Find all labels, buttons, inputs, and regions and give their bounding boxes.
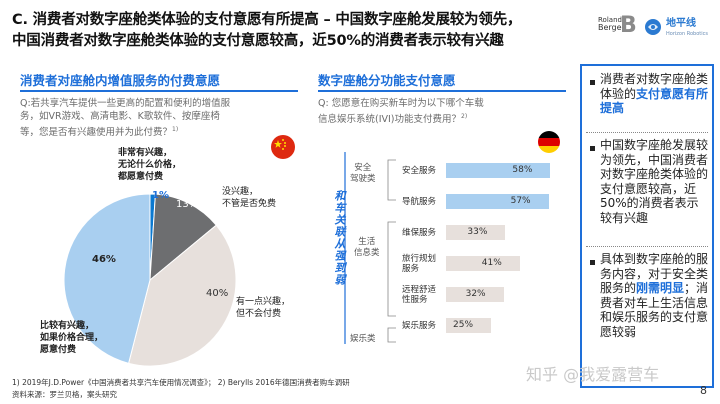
bar-label: 旅行规划 服务 bbox=[402, 253, 437, 274]
left-question-footnote-ref: 1) bbox=[172, 126, 179, 133]
bar-value: 32% bbox=[465, 289, 486, 299]
bar-label: 维保服务 bbox=[402, 227, 437, 238]
pie-slice-1 bbox=[149, 193, 217, 282]
pie-label-not-interested: 没兴趣， 不管是否免费 bbox=[222, 187, 277, 209]
footnote-sources: 1) 2019年J.D.Power《中国消费者共享汽车使用情况调查》； 2) B… bbox=[12, 378, 350, 387]
middle-question: Q: 您愿意在购买新车时为以下哪个车载 信息娱乐系统(IVI)功能支付费用？2) bbox=[318, 97, 558, 126]
left-question-line: 等，您是否有兴趣使用并为此付费？1) bbox=[20, 126, 179, 139]
takeaway-divider bbox=[586, 246, 708, 247]
bar-label: 安全服务 bbox=[402, 165, 437, 176]
pie-slice-3 bbox=[63, 193, 151, 364]
roland-berger-logo-mark: B bbox=[620, 13, 637, 38]
pie-pct-1: 1% bbox=[152, 190, 169, 201]
horizon-logo-sub: Horizon Robotics bbox=[666, 31, 708, 37]
vertical-caption-rule bbox=[344, 152, 346, 344]
pie-slice-2 bbox=[128, 224, 237, 367]
bar bbox=[446, 318, 491, 333]
page-number: 8 bbox=[700, 384, 707, 397]
pie-chart bbox=[63, 193, 237, 367]
pie-label-little-interested: 有一点兴趣， 但不会付费 bbox=[236, 297, 291, 319]
bar bbox=[446, 163, 551, 178]
footnote-data-source: 资料来源：罗兰贝格，案头研究 bbox=[12, 390, 117, 399]
roland-berger-logo: Roland Berger B bbox=[598, 13, 637, 42]
roland-berger-logo-line-2: Berger bbox=[598, 23, 625, 32]
vertical-caption: 和车关联从强到弱 bbox=[333, 190, 346, 286]
takeaway-1: 消费者对数字座舱类体验的支付意愿有所提高 bbox=[600, 72, 709, 116]
category-label-entertainment: 娱乐类 bbox=[350, 334, 376, 344]
left-question-line: Q:若共享汽车提供一些更高的配置和便利的增值服 bbox=[20, 98, 231, 109]
bar-label: 远程舒适 性服务 bbox=[402, 284, 437, 305]
bar-value: 33% bbox=[467, 227, 488, 237]
left-section-rule bbox=[20, 90, 298, 92]
pie-pct-13: 13% bbox=[176, 199, 199, 210]
germany-flag-icon bbox=[538, 131, 560, 153]
bar-value: 57% bbox=[510, 196, 531, 206]
slide-title-line-1: C. 消费者对数字座舱类体验的支付意愿有所提高 – 中国数字座舱发展较为领先， bbox=[12, 12, 522, 28]
middle-question-footnote-ref: 2) bbox=[461, 113, 468, 120]
slide-title-line-2: 中国消费者对数字座舱类体验的支付意愿较高，近50%的消费者表示较有兴趣 bbox=[12, 33, 504, 49]
category-brackets bbox=[387, 159, 396, 343]
bullet-dot bbox=[590, 146, 595, 151]
bar bbox=[446, 225, 506, 240]
horizon-robotics-logo: 地平线 Horizon Robotics bbox=[644, 14, 714, 42]
bar bbox=[446, 256, 520, 271]
left-section-title: 消费者对座舱内增值服务的付费意愿 bbox=[20, 73, 221, 88]
pie-label-very-interested: 非常有兴趣， 无论什么价格， 都愿意付费 bbox=[118, 148, 182, 182]
roland-berger-logo-line-1: Roland bbox=[598, 16, 622, 24]
takeaway-3-highlight: 刚需明显 bbox=[636, 281, 685, 295]
middle-question-line: 信息娱乐系统(IVI)功能支付费用？2) bbox=[318, 113, 468, 126]
bar bbox=[446, 194, 549, 209]
category-label-safety: 安全 驾驶类 bbox=[350, 163, 376, 184]
horizon-logo-name: 地平线 bbox=[666, 18, 696, 29]
pie-pct-46: 46% bbox=[92, 254, 116, 265]
bar-value: 41% bbox=[481, 258, 502, 268]
horizon-brain-icon bbox=[645, 19, 661, 35]
takeaways-box: 消费者对数字座舱类体验的支付意愿有所提高 中国数字座舱发展较为领先，中国消费者对… bbox=[580, 64, 714, 388]
bar-label: 导航服务 bbox=[402, 196, 437, 207]
category-label-life-info: 生活 信息类 bbox=[354, 237, 380, 258]
bar-label: 娱乐服务 bbox=[402, 320, 437, 331]
middle-question-line: Q: 您愿意在购买新车时为以下哪个车载 bbox=[318, 98, 484, 109]
takeaway-1-highlight: 支付意愿有所提高 bbox=[600, 86, 709, 116]
slide-title: C. 消费者对数字座舱类体验的支付意愿有所提高 – 中国数字座舱发展较为领先， … bbox=[12, 10, 572, 52]
bar-value: 58% bbox=[512, 165, 533, 175]
pie-pct-40: 40% bbox=[206, 288, 229, 299]
middle-section-title: 数字座舱分功能支付意愿 bbox=[318, 73, 456, 88]
left-question-line: 务，如VR游戏、高清电影、K歌软件、按摩座椅 bbox=[20, 111, 220, 122]
bullet-dot bbox=[590, 260, 595, 265]
left-question: Q:若共享汽车提供一些更高的配置和便利的增值服 务，如VR游戏、高清电影、K歌软… bbox=[20, 97, 300, 139]
bar-value: 25% bbox=[453, 320, 474, 330]
bullet-dot bbox=[590, 80, 595, 85]
takeaway-divider bbox=[586, 132, 708, 133]
china-flag-icon bbox=[271, 135, 295, 159]
bar bbox=[446, 287, 504, 302]
zhihu-watermark: 知乎 @我爱露营车 bbox=[526, 365, 660, 384]
takeaway-2: 中国数字座舱发展较为领先，中国消费者对数字座舱类体验的支付意愿较高，近50%的消… bbox=[600, 138, 709, 225]
takeaway-3: 具体到数字座舱的服务内容，对于安全类服务的刚需明显；消费者对车上生活信息和娱乐服… bbox=[600, 252, 709, 339]
pie-label-fairly-interested: 比较有兴趣， 如果价格合理， 愿意付费 bbox=[40, 321, 104, 355]
middle-section-rule bbox=[318, 90, 566, 92]
